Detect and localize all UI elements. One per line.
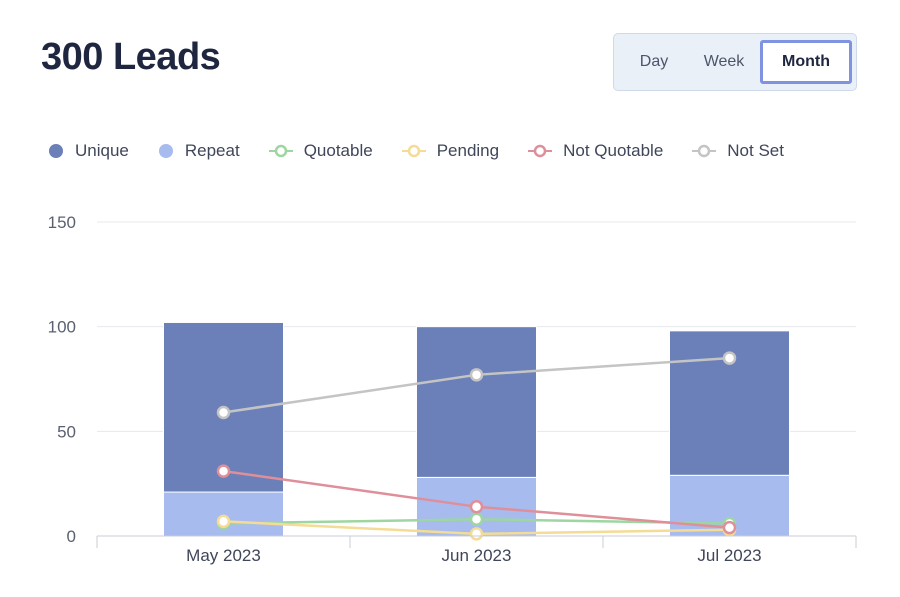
point-not-quotable-0[interactable]: [216, 464, 231, 478]
point-not-quotable-2[interactable]: [722, 520, 737, 535]
legend-marker-unique: [49, 144, 63, 158]
legend-label-unique: Unique: [75, 141, 129, 160]
legend-label-not-quotable: Not Quotable: [563, 141, 664, 160]
x-tick-label-1: Jun 2023: [442, 546, 512, 565]
legend-item-repeat[interactable]: Repeat: [158, 141, 240, 161]
legend-marker-repeat: [158, 144, 173, 158]
point-quotable-1[interactable]: [469, 512, 484, 527]
y-tick-label-0: 0: [67, 527, 76, 546]
x-tick-label-2: Jul 2023: [697, 546, 761, 565]
legend-marker-not-set: [692, 144, 717, 158]
range-month-button[interactable]: Month: [760, 40, 852, 84]
chart-axes: 0 50 100 150 May 2023 Jun 2023 Jul 2023: [48, 213, 857, 565]
range-day-button[interactable]: Day: [639, 53, 669, 70]
point-pending-1[interactable]: [469, 527, 484, 541]
range-week-button[interactable]: Week: [703, 53, 745, 70]
legend-marker-not-quotable: [528, 144, 553, 158]
point-not-set-2[interactable]: [722, 351, 737, 365]
legend-item-unique[interactable]: Unique: [48, 141, 129, 161]
legend-marker-pending: [401, 144, 426, 158]
time-range-toggle: Day Week Month: [613, 33, 857, 91]
legend-marker-quotable: [268, 144, 293, 158]
point-not-set-1[interactable]: [469, 368, 484, 382]
page-title: 300 Leads: [41, 36, 221, 78]
chart-legend: Unique Repeat Quotable Pending Not Quota…: [48, 140, 813, 162]
leads-chart: 0 50 100 150 May 2023 Jun 2023 Jul 2023: [48, 213, 857, 565]
chart-lines: [216, 351, 737, 541]
legend-item-quotable[interactable]: Quotable: [268, 141, 373, 161]
legend-label-not-set: Not Set: [727, 141, 784, 160]
legend-item-not-set[interactable]: Not Set: [692, 141, 784, 161]
legend-label-quotable: Quotable: [303, 141, 373, 160]
point-pending-0[interactable]: [216, 514, 231, 529]
x-tick-label-0: May 2023: [186, 546, 261, 565]
bar-unique-1[interactable]: [416, 326, 537, 478]
point-not-quotable-1[interactable]: [469, 499, 484, 514]
legend-item-not-quotable[interactable]: Not Quotable: [528, 141, 663, 161]
legend-item-pending[interactable]: Pending: [401, 141, 500, 161]
y-tick-label-50: 50: [57, 422, 76, 441]
y-tick-label-100: 100: [48, 318, 76, 337]
legend-label-pending: Pending: [436, 141, 500, 160]
point-not-set-0[interactable]: [216, 405, 231, 420]
legend-label-repeat: Repeat: [184, 141, 240, 160]
y-tick-label-150: 150: [48, 213, 76, 232]
